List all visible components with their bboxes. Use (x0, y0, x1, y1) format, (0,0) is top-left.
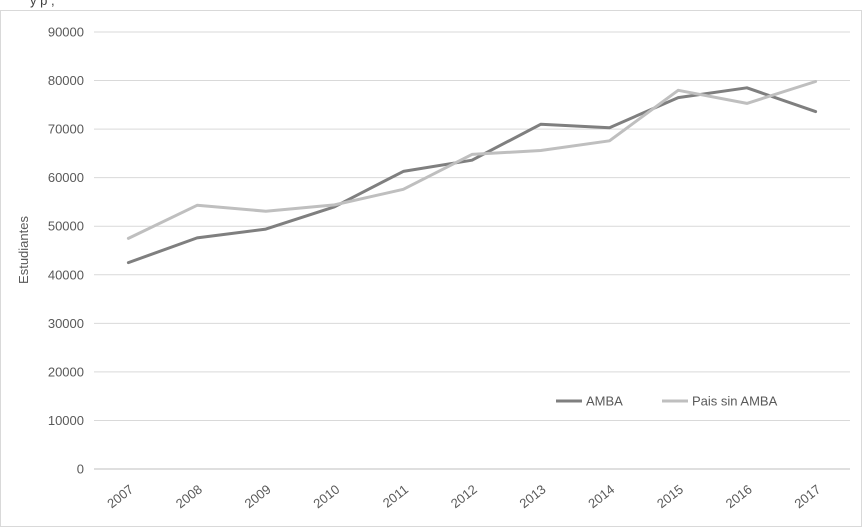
y-tick-label: 30000 (48, 316, 84, 331)
legend: AMBA Pais sin AMBA (556, 394, 778, 409)
y-tick-label: 40000 (48, 267, 84, 282)
y-tick-label: 10000 (48, 413, 84, 428)
y-axis-title: Estudiantes (16, 216, 31, 284)
y-tick-label: 0 (77, 462, 84, 477)
y-axis-tick-labels: 0 10000 20000 30000 40000 50000 60000 70000 8000… (48, 25, 84, 477)
series-line-pais-sin-amba (126, 80, 818, 240)
gridlines (94, 31, 850, 470)
y-tick-label: 90000 (48, 25, 84, 40)
y-tick-label: 20000 (48, 364, 84, 379)
legend-label: AMBA (586, 394, 623, 409)
legend-label: Pais sin AMBA (692, 394, 778, 409)
y-tick-label: 70000 (48, 122, 84, 137)
y-tick-label: 60000 (48, 170, 84, 185)
y-tick-label: 80000 (48, 73, 84, 88)
y-tick-label: 50000 (48, 219, 84, 234)
series-lines (126, 80, 818, 265)
clipped-header-text: y p , (30, 0, 55, 8)
chart-border (0, 10, 862, 527)
